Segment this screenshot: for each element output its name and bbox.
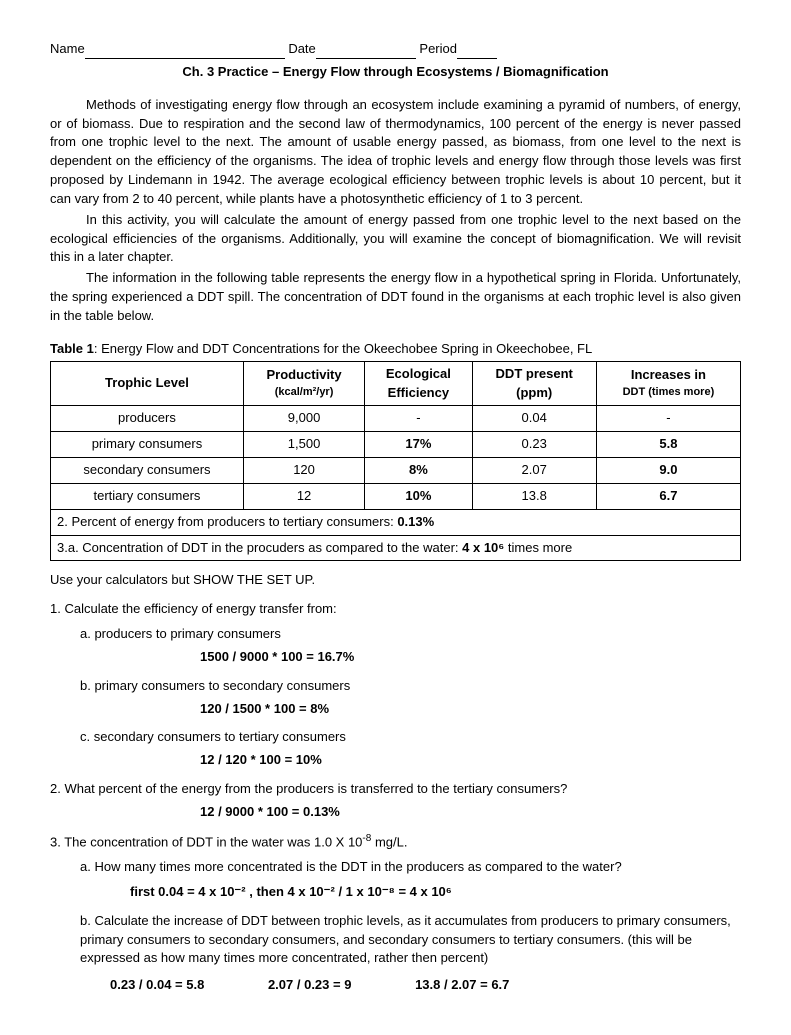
col-trophic: Trophic Level <box>51 361 244 406</box>
date-blank[interactable] <box>316 46 416 59</box>
cell-level: producers <box>51 406 244 432</box>
q3a-label: a. How many times more concentrated is t… <box>80 858 741 877</box>
question-3: 3. The concentration of DDT in the water… <box>50 832 741 852</box>
table-header-row: Trophic Level Productivity (kcal/m²/yr) … <box>51 361 741 406</box>
cell-prod: 1,500 <box>243 432 364 458</box>
cell-level: secondary consumers <box>51 458 244 484</box>
cell-eff: 17% <box>365 432 472 458</box>
q3b-ans1: 0.23 / 0.04 = 5.8 <box>110 976 204 995</box>
q3b-label: b. Calculate the increase of DDT between… <box>80 912 741 969</box>
intro-paragraph-2: In this activity, you will calculate the… <box>50 211 741 268</box>
intro-paragraph-3: The information in the following table r… <box>50 269 741 326</box>
cell-level: primary consumers <box>51 432 244 458</box>
cell-ddt: 13.8 <box>472 483 596 509</box>
period-label: Period <box>419 41 457 56</box>
col-increase: Increases in DDT (times more) <box>596 361 740 406</box>
name-label: Name <box>50 41 85 56</box>
date-label: Date <box>288 41 315 56</box>
cell-ddt: 2.07 <box>472 458 596 484</box>
col-efficiency: Ecological Efficiency <box>365 361 472 406</box>
worksheet-title: Ch. 3 Practice – Energy Flow through Eco… <box>50 63 741 82</box>
question-1: 1. Calculate the efficiency of energy tr… <box>50 600 741 619</box>
cell-inc: 6.7 <box>596 483 740 509</box>
q1a-label: a. producers to primary consumers <box>80 625 741 644</box>
q1a-answer: 1500 / 9000 * 100 = 16.7% <box>200 648 741 667</box>
table-caption: Table 1: Energy Flow and DDT Concentrati… <box>50 340 741 359</box>
period-blank[interactable] <box>457 46 497 59</box>
instructions: Use your calculators but SHOW THE SET UP… <box>50 571 741 590</box>
cell-inc: 5.8 <box>596 432 740 458</box>
cell-eff: 10% <box>365 483 472 509</box>
table-caption-text: : Energy Flow and DDT Concentrations for… <box>94 341 592 356</box>
q3a-answer: first 0.04 = 4 x 10⁻² , then 4 x 10⁻² / … <box>130 883 741 902</box>
cell-ddt: 0.04 <box>472 406 596 432</box>
cell-inc: - <box>596 406 740 432</box>
table-note-2: 3.a. Concentration of DDT in the procude… <box>51 535 741 561</box>
cell-prod: 12 <box>243 483 364 509</box>
col-ddt: DDT present (ppm) <box>472 361 596 406</box>
q1b-answer: 120 / 1500 * 100 = 8% <box>200 700 741 719</box>
table-row: producers9,000-0.04- <box>51 406 741 432</box>
q1c-label: c. secondary consumers to tertiary consu… <box>80 728 741 747</box>
table-caption-prefix: Table 1 <box>50 341 94 356</box>
q1b-label: b. primary consumers to secondary consum… <box>80 677 741 696</box>
name-blank[interactable] <box>85 46 285 59</box>
cell-prod: 120 <box>243 458 364 484</box>
col-productivity: Productivity (kcal/m²/yr) <box>243 361 364 406</box>
cell-prod: 9,000 <box>243 406 364 432</box>
table-row: secondary consumers1208%2.079.0 <box>51 458 741 484</box>
cell-level: tertiary consumers <box>51 483 244 509</box>
q3b-answers: 0.23 / 0.04 = 5.8 2.07 / 0.23 = 9 13.8 /… <box>110 976 741 995</box>
question-2: 2. What percent of the energy from the p… <box>50 780 741 799</box>
table-note-1: 2. Percent of energy from producers to t… <box>51 509 741 535</box>
table-row: tertiary consumers1210%13.86.7 <box>51 483 741 509</box>
q3b-ans3: 13.8 / 2.07 = 6.7 <box>415 976 509 995</box>
intro-paragraph-1: Methods of investigating energy flow thr… <box>50 96 741 209</box>
cell-inc: 9.0 <box>596 458 740 484</box>
q3b-ans2: 2.07 / 0.23 = 9 <box>268 976 351 995</box>
q1c-answer: 12 / 120 * 100 = 10% <box>200 751 741 770</box>
table-row: primary consumers1,50017%0.235.8 <box>51 432 741 458</box>
header-fields: Name Date Period <box>50 40 741 59</box>
cell-eff: - <box>365 406 472 432</box>
energy-flow-table: Trophic Level Productivity (kcal/m²/yr) … <box>50 361 741 562</box>
cell-ddt: 0.23 <box>472 432 596 458</box>
q2-answer: 12 / 9000 * 100 = 0.13% <box>200 803 741 822</box>
cell-eff: 8% <box>365 458 472 484</box>
